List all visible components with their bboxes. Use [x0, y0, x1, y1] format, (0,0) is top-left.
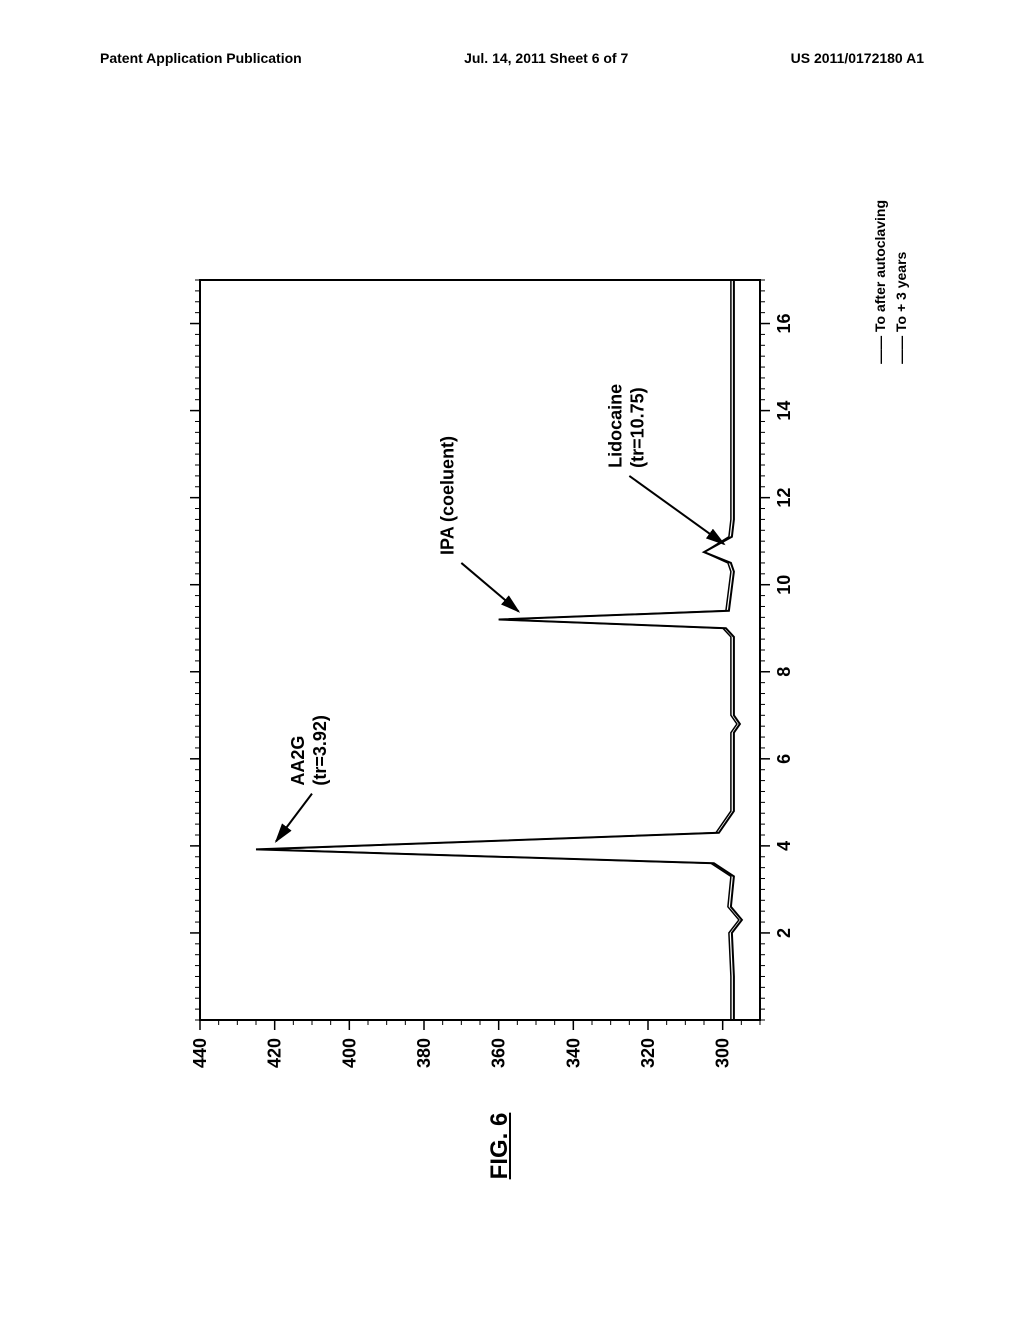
svg-text:4: 4: [774, 841, 794, 851]
svg-text:IPA (coeluent): IPA (coeluent): [437, 436, 457, 555]
chart-legend: —— To after autoclaving —— To + 3 years: [870, 200, 912, 364]
x-axis: 2 4 6 8 10 12 14 16: [190, 280, 794, 1020]
svg-text:400: 400: [339, 1038, 359, 1068]
svg-text:(tr=10.75): (tr=10.75): [627, 387, 647, 468]
svg-text:8: 8: [774, 667, 794, 677]
header-right: US 2011/0172180 A1: [791, 50, 924, 66]
svg-text:380: 380: [414, 1038, 434, 1068]
legend-item-1: —— To after autoclaving: [870, 200, 891, 364]
svg-text:12: 12: [774, 488, 794, 508]
svg-text:300: 300: [713, 1038, 733, 1068]
svg-text:16: 16: [774, 314, 794, 334]
chromatogram-chart: —— To after autoclaving —— To + 3 years …: [150, 200, 850, 1100]
header-left: Patent Application Publication: [100, 50, 302, 66]
svg-text:AA2G: AA2G: [288, 736, 308, 786]
svg-text:440: 440: [190, 1038, 210, 1068]
figure-label: FIG. 6: [486, 1113, 514, 1180]
x-labels: 2 4 6 8 10 12 14 16: [774, 314, 794, 938]
chromatogram-trace-1: [256, 280, 742, 1020]
page-header: Patent Application Publication Jul. 14, …: [0, 50, 1024, 66]
chart-svg: 2 4 6 8 10 12 14 16 300 320 340 360 380 400 420 440 AA…: [150, 200, 850, 1100]
chromatogram-trace-2: [262, 280, 739, 1020]
svg-text:10: 10: [774, 575, 794, 595]
x-minor-ticks: [195, 280, 765, 1020]
svg-text:6: 6: [774, 754, 794, 764]
svg-text:420: 420: [265, 1038, 285, 1068]
svg-text:14: 14: [774, 401, 794, 421]
svg-text:2: 2: [774, 928, 794, 938]
svg-text:(tr=3.92): (tr=3.92): [310, 715, 330, 786]
svg-text:Lidocaine: Lidocaine: [605, 384, 625, 468]
y-axis: 300 320 340 360 380 400 420 440: [190, 1020, 760, 1068]
y-labels: 300 320 340 360 380 400 420 440: [190, 1038, 733, 1068]
svg-text:340: 340: [563, 1038, 583, 1068]
header-center: Jul. 14, 2011 Sheet 6 of 7: [464, 50, 628, 66]
plot-border: [200, 280, 760, 1020]
svg-text:320: 320: [638, 1038, 658, 1068]
svg-text:360: 360: [489, 1038, 509, 1068]
legend-item-2: —— To + 3 years: [891, 200, 912, 364]
